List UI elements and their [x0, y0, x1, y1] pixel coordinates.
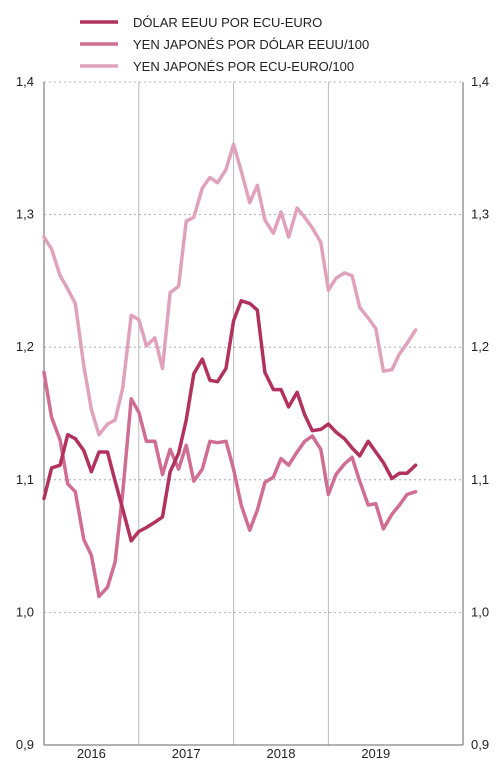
ytick-right-5: 1,4 [471, 74, 489, 89]
axes: 0,9 0,9 1,0 1,0 1,1 1,1 1,2 1,2 1,3 1,3 1,4 1,4 2016… [16, 74, 489, 761]
legend: DÓLAR EEUU POR ECU-EURO YEN JAPONÉS POR … [80, 15, 369, 74]
legend-label-dolar-eeuu-por-ecu-euro: DÓLAR EEUU POR ECU-EURO [133, 15, 322, 30]
xtick-2019: 2019 [361, 746, 390, 761]
ytick-right-2: 1,1 [471, 472, 489, 487]
legend-entry-yen-japones-por-dolar-eeuu: YEN JAPONÉS POR DÓLAR EEUU/100 [80, 37, 369, 52]
xtick-2018: 2018 [267, 746, 296, 761]
ytick-right-0: 0,9 [471, 737, 489, 752]
series-group [42, 142, 418, 599]
ytick-left-2: 1,1 [16, 472, 34, 487]
grid [44, 81, 463, 745]
ytick-right-1: 1,0 [471, 604, 489, 619]
legend-label-yen-japones-por-dolar-eeuu: YEN JAPONÉS POR DÓLAR EEUU/100 [133, 37, 369, 52]
xtick-2016: 2016 [77, 746, 106, 761]
ytick-left-4: 1,3 [16, 207, 34, 222]
legend-label-yen-japones-por-ecu-euro: YEN JAPONÉS POR ECU-EURO/100 [133, 59, 354, 74]
legend-entry-dolar-eeuu-por-ecu-euro: DÓLAR EEUU POR ECU-EURO [80, 15, 322, 30]
ytick-left-3: 1,2 [16, 339, 34, 354]
ytick-left-1: 1,0 [16, 604, 34, 619]
series-line-yen-japones-por-dolar-eeuu-100 [42, 370, 418, 599]
ytick-right-4: 1,3 [471, 207, 489, 222]
series-line-yen-japones-por-ecu-euro-100 [42, 142, 418, 437]
ytick-left-0: 0,9 [16, 737, 34, 752]
ytick-right-3: 1,2 [471, 339, 489, 354]
series-line-dolar-eeuu-por-ecu-euro [42, 299, 418, 543]
ytick-left-5: 1,4 [16, 74, 34, 89]
legend-entry-yen-japones-por-ecu-euro: YEN JAPONÉS POR ECU-EURO/100 [80, 59, 354, 74]
xtick-2017: 2017 [172, 746, 201, 761]
